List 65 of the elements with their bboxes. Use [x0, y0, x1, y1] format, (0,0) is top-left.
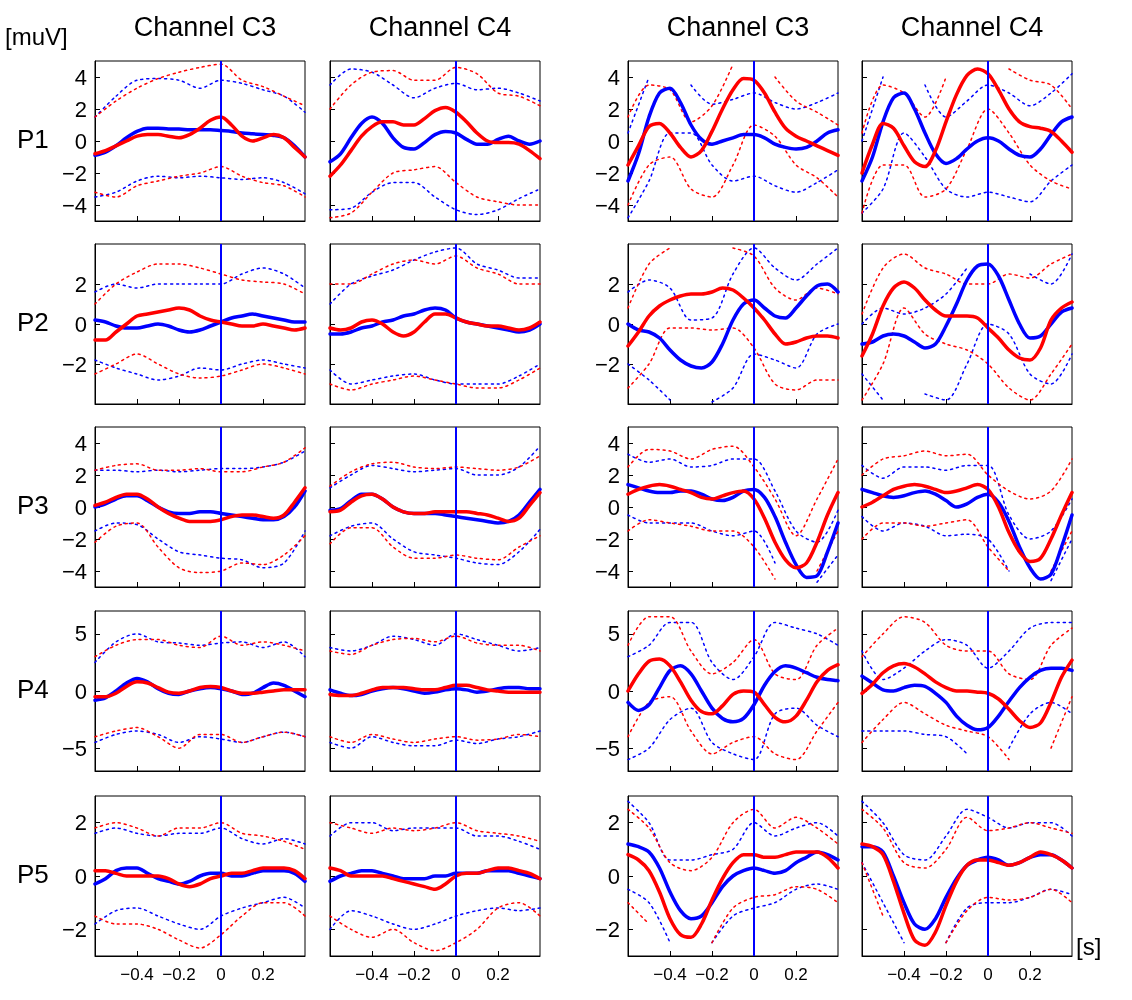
x-tick-label: −0.4 — [887, 965, 921, 984]
y-tick-label: 4 — [74, 430, 87, 456]
x-tick-label: 0.2 — [784, 965, 808, 984]
y-tick-label: −4 — [594, 558, 620, 584]
y-tick-label: 2 — [607, 271, 620, 297]
y-tick-label: 0 — [74, 678, 87, 704]
y-tick-label: 0 — [607, 678, 620, 704]
y-tick-label: −2 — [594, 916, 620, 942]
y-axis-title: P3 — [16, 490, 49, 520]
y-axis-title: P4 — [16, 674, 49, 704]
y-tick-label: −2 — [594, 160, 620, 186]
text: [muV] — [5, 22, 68, 50]
x-tick-label: −0.2 — [929, 965, 963, 984]
y-tick-label: 0 — [74, 128, 87, 154]
x-tick-label: 0 — [216, 965, 226, 984]
text: [s] — [1076, 932, 1102, 960]
y-tick-label: 2 — [74, 462, 87, 488]
y-tick-label: −2 — [61, 916, 87, 942]
y-tick-label: 2 — [74, 271, 87, 297]
x-tick-label: −0.2 — [162, 965, 196, 984]
y-tick-label: 2 — [74, 96, 87, 122]
y-tick-label: 4 — [74, 64, 87, 90]
y-axis-title: P5 — [16, 859, 49, 889]
x-tick-label: 0.2 — [486, 965, 510, 984]
x-tick-label: 0.2 — [251, 965, 275, 984]
chart-title: Channel C3 — [666, 11, 810, 42]
y-tick-label: 5 — [607, 621, 620, 647]
y-tick-label: 0 — [607, 863, 620, 889]
chart-title: Channel C4 — [900, 11, 1044, 42]
x-tick-label: −0.4 — [653, 965, 687, 984]
y-tick-label: 0 — [74, 311, 87, 337]
y-tick-label: −2 — [61, 160, 87, 186]
y-tick-label: 0 — [607, 494, 620, 520]
chart-title: Channel C3 — [133, 11, 277, 42]
x-tick-label: 0.2 — [1018, 965, 1042, 984]
y-tick-label: 2 — [607, 810, 620, 836]
y-tick-label: 0 — [607, 311, 620, 337]
y-tick-label: 2 — [607, 96, 620, 122]
y-tick-label: −4 — [594, 192, 620, 218]
x-tick-label: 0 — [983, 965, 993, 984]
y-tick-label: −5 — [61, 735, 87, 761]
x-tick-label: 0 — [451, 965, 461, 984]
y-tick-label: −2 — [61, 526, 87, 552]
y-tick-label: −2 — [594, 351, 620, 377]
x-tick-label: −0.2 — [695, 965, 729, 984]
x-tick-label: −0.4 — [355, 965, 389, 984]
y-tick-label: −4 — [61, 192, 87, 218]
x-tick-label: 0 — [749, 965, 759, 984]
y-tick-label: 0 — [74, 863, 87, 889]
y-axis-title: P1 — [16, 124, 49, 154]
y-tick-label: 0 — [74, 494, 87, 520]
y-tick-label: 4 — [607, 64, 620, 90]
chart-title: Channel C4 — [368, 11, 512, 42]
y-tick-label: −2 — [61, 351, 87, 377]
y-tick-label: 5 — [74, 621, 87, 647]
y-tick-label: −4 — [61, 558, 87, 584]
y-tick-label: −2 — [594, 526, 620, 552]
y-axis-title: P2 — [16, 307, 49, 337]
y-tick-label: 0 — [607, 128, 620, 154]
x-tick-label: −0.2 — [397, 965, 431, 984]
y-tick-label: 4 — [607, 430, 620, 456]
y-tick-label: 2 — [607, 462, 620, 488]
y-tick-label: 2 — [74, 810, 87, 836]
y-tick-label: −5 — [594, 735, 620, 761]
x-tick-label: −0.4 — [120, 965, 154, 984]
